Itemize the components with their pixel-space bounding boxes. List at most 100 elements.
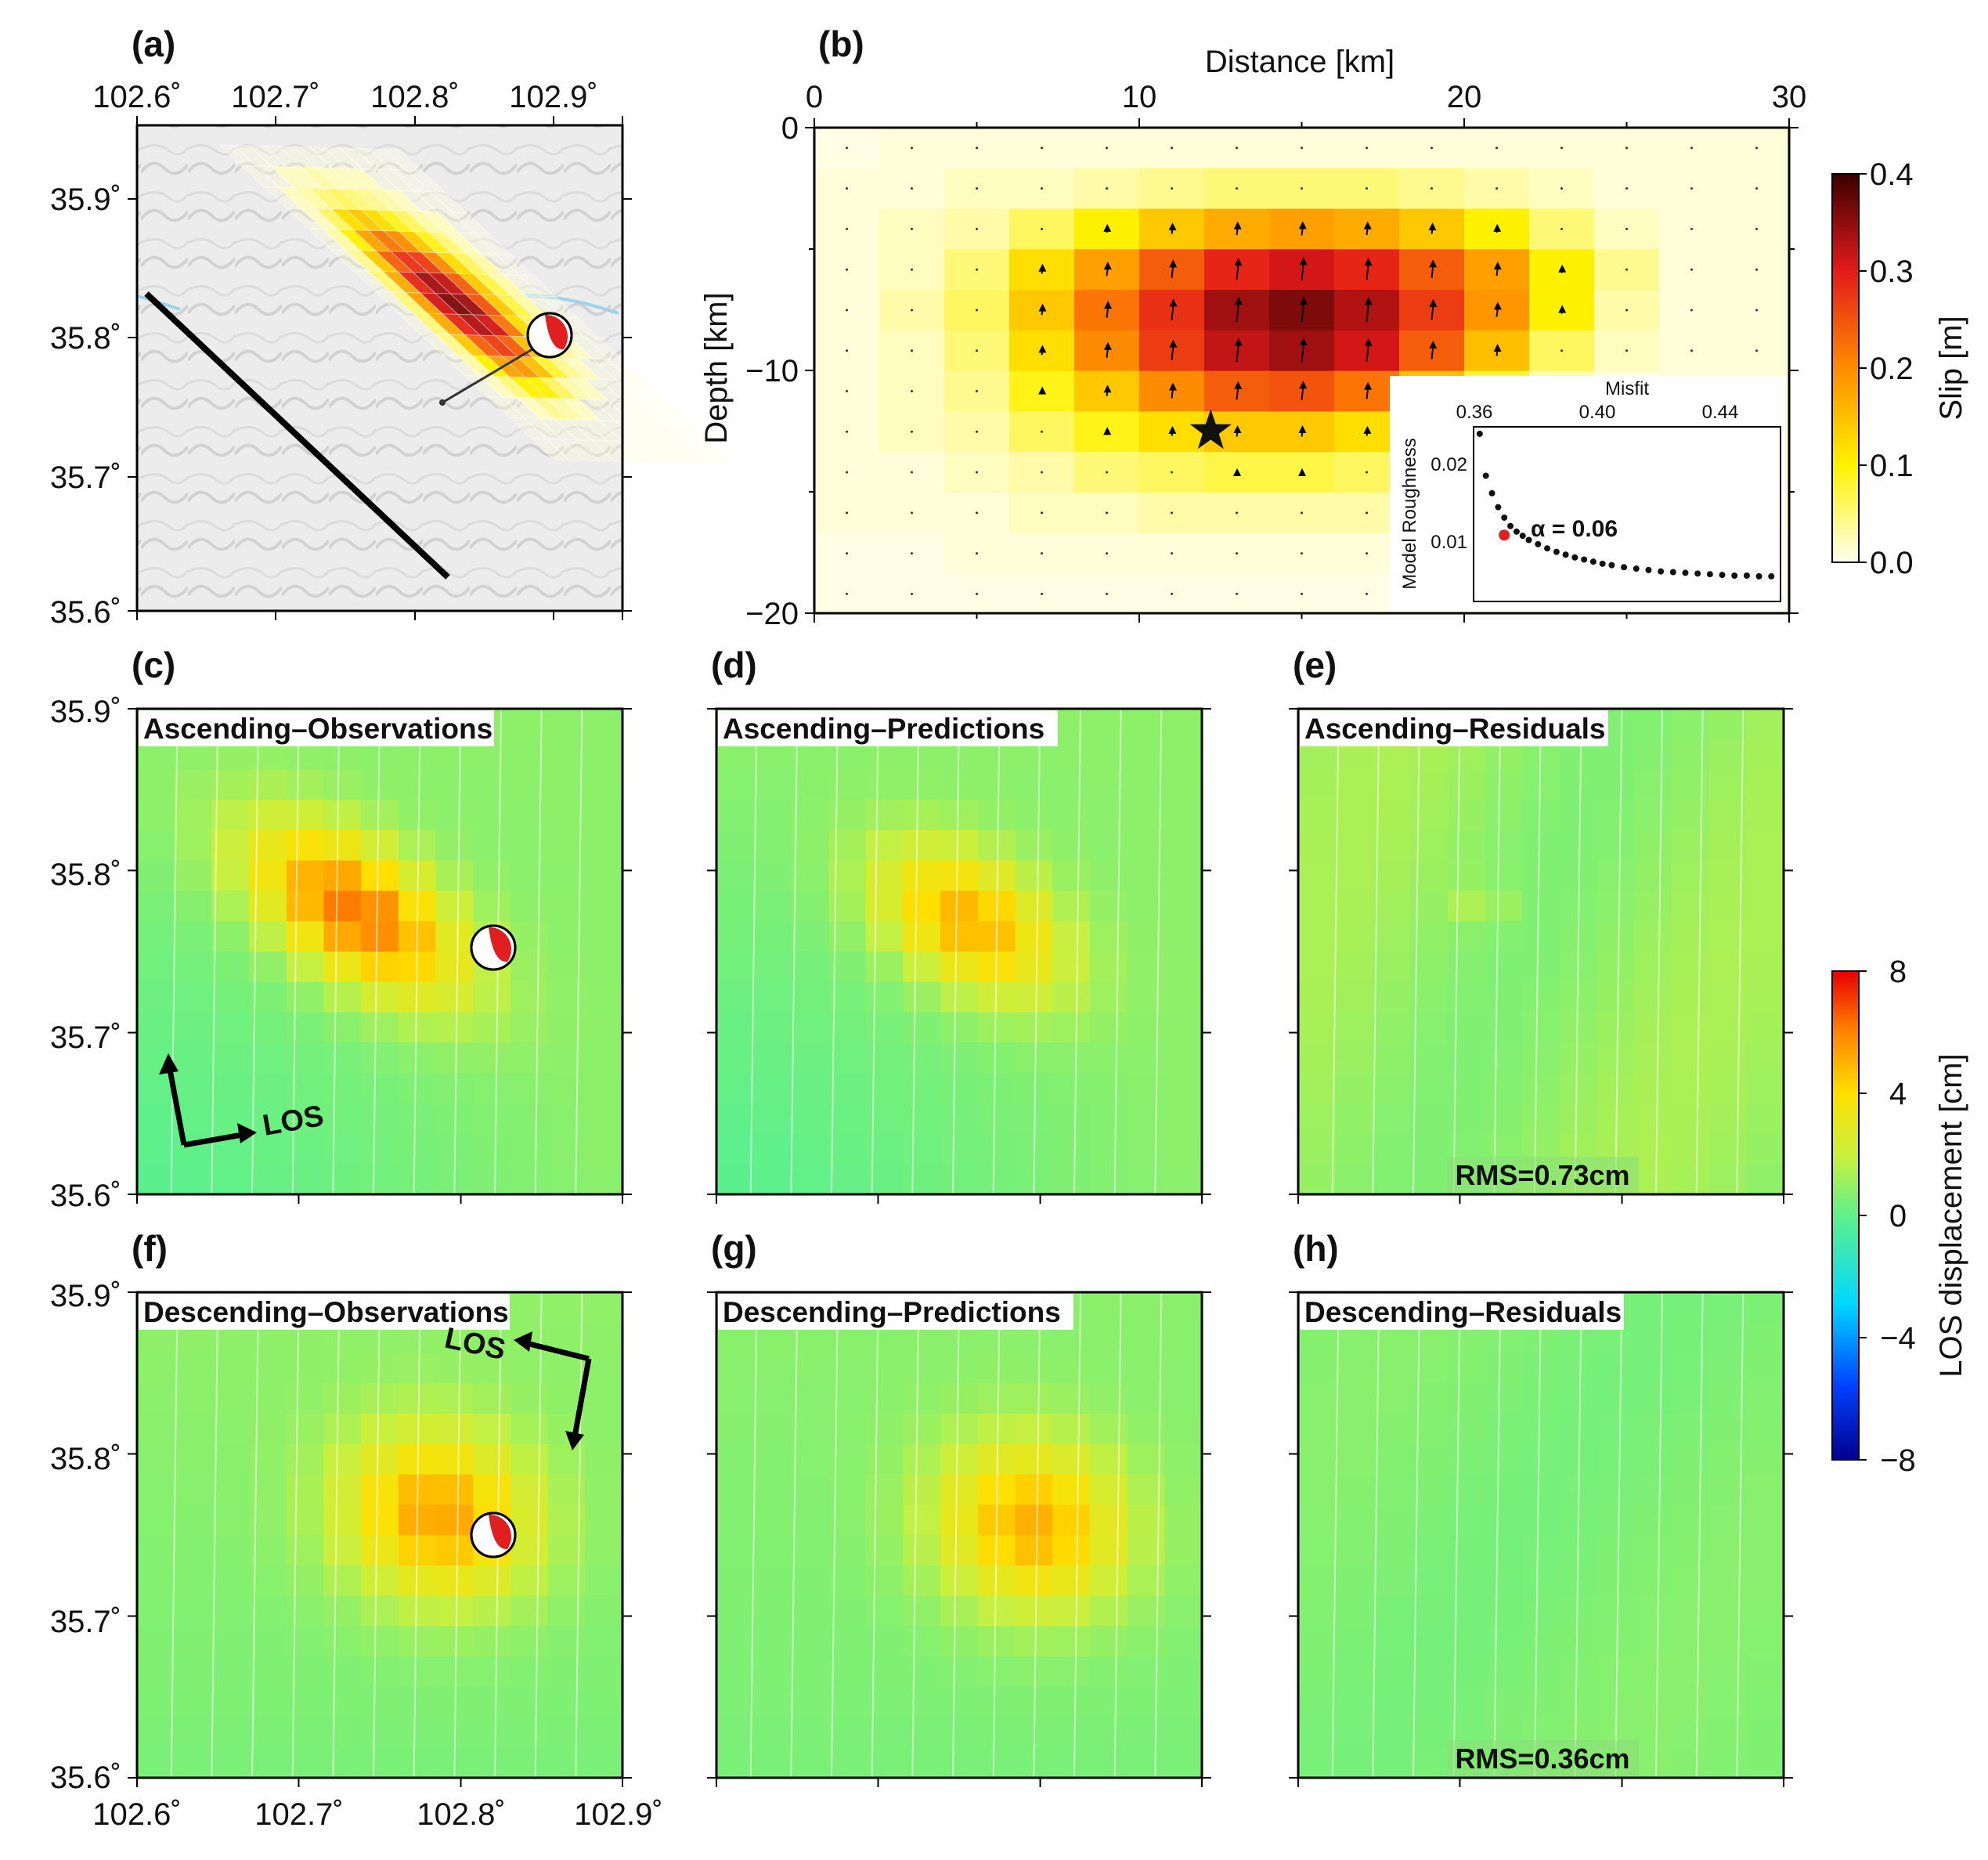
panel-b: (b) Distance [km] Depth [km] 0 10 20 30 …: [699, 23, 1968, 631]
insar-pixel: [865, 1686, 904, 1717]
insar-pixel: [716, 890, 755, 922]
insar-pixel: [977, 1353, 1016, 1384]
insar-pixel: [940, 1626, 979, 1657]
insar-pixel: [1127, 1626, 1165, 1657]
insar-pixel: [1052, 1595, 1091, 1627]
insar-pixel: [1052, 1565, 1091, 1596]
fault-patch: [651, 400, 691, 423]
fault-patch: [590, 439, 630, 463]
insar-pixel: [1597, 1535, 1635, 1566]
insar-pixel: [1708, 1073, 1747, 1104]
insar-pixel: [791, 1474, 829, 1505]
insar-track-line: [534, 708, 543, 1195]
insar-pixel: [585, 1012, 623, 1043]
insar-track-line: [1534, 1291, 1542, 1779]
insar-pixel: [865, 1474, 904, 1505]
insar-pixel: [903, 1595, 941, 1627]
insar-pixel: [1164, 890, 1203, 922]
insar-pixel: [1634, 1504, 1672, 1536]
insar-track-line: [291, 708, 300, 1195]
slip-colorbar-tick: 0.4: [1870, 157, 1914, 192]
panel-label: (e): [1293, 645, 1337, 685]
insar-pixel: [398, 800, 437, 831]
insar-pixel: [1559, 1042, 1598, 1074]
insar-pixel: [1447, 1103, 1485, 1134]
insar-pixel: [1089, 1717, 1128, 1748]
insar-pixel: [585, 890, 623, 922]
insar-pixel: [1447, 1042, 1485, 1074]
panel-label: (c): [132, 645, 175, 685]
fault-patch: [376, 168, 416, 192]
insar-pixel: [361, 1383, 399, 1414]
insar-pixel: [1597, 1565, 1635, 1596]
insar-pixel: [1015, 800, 1053, 831]
insar-pixel: [1708, 769, 1747, 800]
insar-pixel: [1164, 981, 1203, 1013]
insar-pixel: [1559, 800, 1598, 831]
insar-pixel: [753, 1747, 792, 1779]
insar-pixel: [174, 1474, 212, 1505]
insar-panel-title: Ascending–Predictions: [723, 713, 1045, 745]
l-curve-point: [1694, 570, 1701, 577]
lat-tick: 35.6˚: [50, 595, 121, 630]
insar-pixel: [753, 1595, 792, 1627]
insar-pixel: [1298, 952, 1337, 983]
insar-pixel: [716, 1535, 755, 1566]
lat-tick: 35.9˚: [50, 1279, 121, 1313]
insar-pixel: [510, 952, 549, 983]
insar-pixel: [1410, 1747, 1449, 1779]
insar-pixel: [1522, 1073, 1560, 1104]
slip-cell: [1334, 290, 1400, 331]
insar-pixel: [1015, 1535, 1053, 1566]
insar-pixel: [1597, 921, 1635, 952]
insar-pixel: [828, 1042, 867, 1074]
insar-track-line: [1073, 708, 1081, 1195]
insar-pixel: [211, 769, 250, 800]
insar-pixel: [174, 1383, 212, 1414]
insar-pixel: [211, 830, 250, 861]
insar-pixel: [716, 1656, 755, 1688]
insar-pixel: [211, 1626, 250, 1657]
insar-pixel: [1373, 769, 1411, 800]
insar-pixel: [865, 1414, 904, 1445]
insar-track-line: [1331, 708, 1340, 1195]
insar-pixel: [1671, 1353, 1710, 1384]
insar-pixel: [1089, 1474, 1128, 1505]
insar-pixel: [137, 1504, 175, 1536]
insar-pixel: [940, 1656, 979, 1688]
insar-pixel: [903, 1353, 941, 1384]
insar-pixel: [1708, 800, 1747, 831]
insar-pixel: [828, 1073, 867, 1104]
insar-pixel: [1127, 739, 1165, 770]
insar-pixel: [361, 1595, 399, 1627]
insar-pixel: [1015, 1073, 1053, 1104]
l-curve-point: [1645, 566, 1652, 573]
insar-pixel: [1089, 1042, 1128, 1074]
insar-pixel: [398, 1353, 437, 1384]
insar-pixel: [585, 1686, 623, 1717]
fault-patch: [517, 274, 557, 298]
insar-pixel: [791, 1383, 829, 1414]
insar-pixel: [977, 1656, 1016, 1688]
los-colorbar-tick: 8: [1889, 955, 1907, 989]
insar-pixel: [753, 1626, 792, 1657]
insar-pixel: [286, 1504, 324, 1536]
insar-pixel: [435, 830, 474, 861]
insar-pixel: [977, 1383, 1016, 1414]
insar-pixel: [828, 1012, 867, 1043]
insar-pixel: [1485, 1103, 1523, 1134]
insar-track-line: [413, 708, 421, 1195]
insar-pixel: [1485, 952, 1523, 983]
insar-pixel: [174, 1626, 212, 1657]
insar-pixel: [1127, 1322, 1165, 1353]
insar-pixel: [1634, 921, 1672, 952]
insar-pixel: [1127, 769, 1165, 800]
slip-vector: [1431, 305, 1434, 320]
insar-pixel: [1164, 1504, 1203, 1536]
panel-b-ticks: [805, 118, 1799, 623]
fault-patch: [523, 417, 563, 440]
insar-pixel: [137, 1535, 175, 1566]
insar-pixel: [1089, 1565, 1128, 1596]
insar-pixel: [716, 1747, 755, 1779]
insar-pixel: [1559, 830, 1598, 861]
